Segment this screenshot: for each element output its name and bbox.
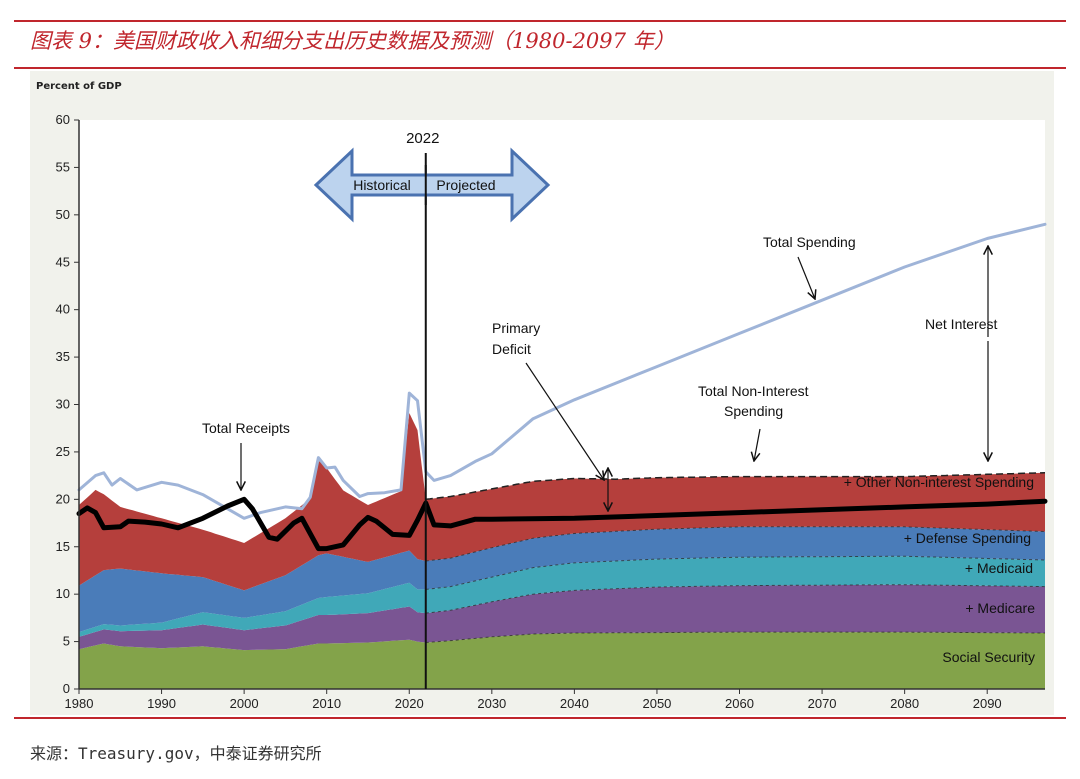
non-interest-label-line2: Spending: [724, 403, 783, 419]
y-tick-label: 25: [56, 444, 70, 459]
primary-deficit-pointer: [525, 362, 604, 480]
total-spending-pointer: [797, 256, 815, 299]
x-tick-label: 2070: [808, 696, 837, 711]
title-rule: [14, 67, 1066, 69]
total-spending-label: Total Spending: [763, 234, 856, 250]
area-defense: [79, 526, 1045, 633]
historical-label: Historical: [353, 177, 411, 193]
x-tick-label: 2080: [890, 696, 919, 711]
x-tick-label: 2040: [560, 696, 589, 711]
primary-deficit-label-line1: Primary: [492, 320, 540, 336]
net-interest-label: Net Interest: [925, 316, 997, 332]
area-other_non_interest: [79, 413, 1045, 591]
axis-layer: 0 5 10 15 20 25 30 35 40 45 50 55 60 1980 1990 2000 2010…: [56, 112, 1045, 711]
primary-deficit-label-line2: Deficit: [492, 341, 531, 357]
divider-year-label: 2022: [406, 130, 439, 147]
boundary-medicaid: [425, 555, 1046, 590]
y-tick-label: 35: [56, 349, 70, 364]
annotation-layer: Total Spending Total Receipts Primary Defic…: [202, 234, 1035, 665]
x-tick-label: 1980: [65, 696, 94, 711]
y-tick-label: 45: [56, 254, 70, 269]
y-tick-label: 10: [56, 586, 70, 601]
y-tick-label: 5: [63, 634, 70, 649]
x-tick-label: 2020: [395, 696, 424, 711]
area-medicaid: [79, 556, 1045, 637]
projected-label: Projected: [436, 177, 495, 193]
other-non-interest-label: + Other Non-interest Spending: [844, 474, 1034, 490]
medicaid-label: + Medicaid: [965, 560, 1033, 576]
figure-source: 来源：Treasury.gov，中泰证券研究所: [30, 744, 322, 763]
series-line-layer: [76, 222, 1048, 552]
x-tick-label: 2090: [973, 696, 1002, 711]
x-tick-label: 1990: [147, 696, 176, 711]
y-tick-label: 0: [63, 681, 70, 696]
stacked-area-layer: [79, 413, 1046, 689]
defense-label: + Defense Spending: [904, 530, 1031, 546]
y-tick-label: 15: [56, 539, 70, 554]
y-tick-label: 55: [56, 159, 70, 174]
medicare-label: + Medicare: [965, 600, 1035, 616]
divider-layer: 2022 Historical Projected: [313, 130, 551, 689]
chart-svg: Percent of GDP 0 5 10 15 20 25 30 35 40 45 50 55 60 1…: [36, 81, 1048, 711]
historical-projected-arrow: [313, 147, 551, 223]
boundary-defense: [425, 526, 1046, 562]
x-tick-label: 2010: [312, 696, 341, 711]
top-rule: [14, 20, 1066, 22]
boundary-other_non_interest: [425, 472, 1046, 501]
figure-title: 图表 9：美国财政收入和细分支出历史数据及预测（1980-2097 年）: [30, 29, 675, 53]
total-receipts-label: Total Receipts: [202, 420, 290, 436]
boundary-social_security: [425, 631, 1045, 643]
x-tick-label: 2000: [230, 696, 259, 711]
y-tick-label: 30: [56, 397, 70, 412]
social-security-label: Social Security: [942, 649, 1035, 665]
bottom-rule: [14, 717, 1066, 719]
non-interest-pointer: [754, 428, 761, 461]
area-medicare: [79, 584, 1045, 651]
x-tick-label: 2060: [725, 696, 754, 711]
non-interest-label-line1: Total Non-Interest: [698, 383, 809, 399]
x-tick-label: 2050: [642, 696, 671, 711]
chart-frame: Percent of GDP 0 5 10 15 20 25 30 35 40 45 50 55 60 1…: [30, 71, 1054, 715]
x-tick-label: 2030: [477, 696, 506, 711]
area-social_security: [79, 632, 1045, 689]
line-total_receipts: [76, 496, 1048, 552]
y-tick-label: 40: [56, 302, 70, 317]
line-total_spending: [77, 222, 1047, 520]
y-tick-label: 50: [56, 207, 70, 222]
boundary-medicare: [425, 584, 1046, 614]
y-tick-label: 60: [56, 112, 70, 127]
y-tick-label: 20: [56, 491, 70, 506]
y-axis-label: Percent of GDP: [36, 81, 122, 92]
